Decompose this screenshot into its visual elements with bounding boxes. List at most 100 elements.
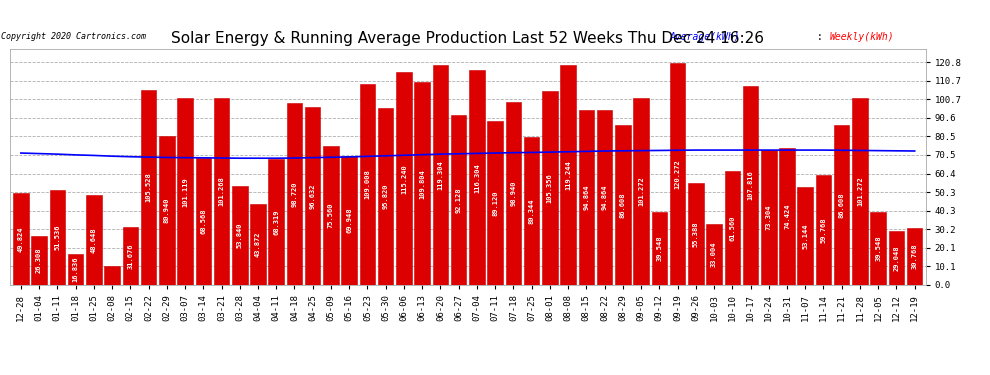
Bar xyxy=(725,171,741,285)
Bar xyxy=(396,72,412,285)
Bar xyxy=(68,254,83,285)
Bar xyxy=(779,148,795,285)
Bar xyxy=(742,86,758,285)
Bar xyxy=(597,110,613,285)
Text: 94.864: 94.864 xyxy=(602,185,608,210)
Text: 109.804: 109.804 xyxy=(419,169,425,198)
Text: Average(kWh): Average(kWh) xyxy=(669,32,740,42)
Bar xyxy=(450,115,466,285)
Text: 109.008: 109.008 xyxy=(364,170,370,199)
Bar xyxy=(177,98,193,285)
Text: 68.319: 68.319 xyxy=(273,209,279,235)
Text: :: : xyxy=(811,32,829,42)
Text: 98.720: 98.720 xyxy=(291,181,297,207)
Text: 107.816: 107.816 xyxy=(747,171,753,200)
Bar xyxy=(32,237,47,285)
Bar xyxy=(816,175,832,285)
Bar xyxy=(852,98,867,285)
Title: Solar Energy & Running Average Production Last 52 Weeks Thu Dec 24 16:26: Solar Energy & Running Average Productio… xyxy=(171,31,764,46)
Bar xyxy=(141,90,156,285)
Text: 61.560: 61.560 xyxy=(730,216,736,241)
Bar xyxy=(615,125,631,285)
Bar xyxy=(159,136,174,285)
Text: 119.244: 119.244 xyxy=(565,160,571,190)
Text: Copyright 2020 Cartronics.com: Copyright 2020 Cartronics.com xyxy=(1,32,146,41)
Text: 29.048: 29.048 xyxy=(893,246,900,271)
Bar xyxy=(86,195,102,285)
Text: 89.120: 89.120 xyxy=(492,190,498,216)
Bar xyxy=(706,224,722,285)
Text: 26.308: 26.308 xyxy=(36,248,43,273)
Bar xyxy=(524,137,540,285)
Bar xyxy=(195,159,211,285)
Bar xyxy=(378,108,393,285)
Bar xyxy=(433,65,448,285)
Bar xyxy=(232,186,248,285)
Text: 101.272: 101.272 xyxy=(857,177,863,206)
Bar xyxy=(834,125,849,285)
Bar xyxy=(287,103,302,285)
Bar xyxy=(104,266,120,285)
Text: 86.608: 86.608 xyxy=(620,192,626,218)
Bar xyxy=(323,146,339,285)
Text: 49.824: 49.824 xyxy=(18,226,24,252)
Text: 53.144: 53.144 xyxy=(802,223,808,249)
Text: 119.304: 119.304 xyxy=(438,160,444,190)
Text: 105.356: 105.356 xyxy=(546,173,552,202)
Text: 30.768: 30.768 xyxy=(912,244,918,269)
Text: 115.240: 115.240 xyxy=(401,164,407,194)
Text: 43.872: 43.872 xyxy=(255,232,261,257)
Bar xyxy=(634,98,648,285)
Bar xyxy=(123,226,138,285)
Bar xyxy=(506,102,521,285)
Text: 69.948: 69.948 xyxy=(346,208,352,233)
Bar xyxy=(688,183,704,285)
Bar xyxy=(560,65,576,285)
Text: 94.864: 94.864 xyxy=(583,185,589,210)
Text: Weekly(kWh): Weekly(kWh) xyxy=(830,32,894,42)
Bar xyxy=(578,110,594,285)
Text: 51.536: 51.536 xyxy=(54,225,60,250)
Text: 120.272: 120.272 xyxy=(674,159,680,189)
Text: 74.424: 74.424 xyxy=(784,204,790,229)
Text: 101.272: 101.272 xyxy=(639,177,644,206)
Text: 92.128: 92.128 xyxy=(455,187,461,213)
Bar xyxy=(798,187,813,285)
Text: 80.940: 80.940 xyxy=(163,198,169,223)
Text: 95.820: 95.820 xyxy=(383,184,389,209)
Bar xyxy=(359,84,375,285)
Bar xyxy=(469,70,485,285)
Text: 116.304: 116.304 xyxy=(474,163,480,192)
Bar xyxy=(870,212,886,285)
Bar xyxy=(50,190,65,285)
Text: 101.119: 101.119 xyxy=(182,177,188,207)
Bar xyxy=(214,98,230,285)
Bar xyxy=(651,212,667,285)
Text: 55.388: 55.388 xyxy=(693,221,699,247)
Text: 53.840: 53.840 xyxy=(237,223,243,248)
Text: 73.304: 73.304 xyxy=(766,205,772,230)
Bar xyxy=(889,231,904,285)
Text: 96.632: 96.632 xyxy=(310,183,316,209)
Bar xyxy=(268,159,284,285)
Bar xyxy=(487,120,503,285)
Bar xyxy=(543,90,557,285)
Bar xyxy=(13,193,29,285)
Text: 68.568: 68.568 xyxy=(200,209,206,234)
Text: 48.648: 48.648 xyxy=(91,227,97,253)
Text: 105.528: 105.528 xyxy=(146,173,151,202)
Bar xyxy=(761,150,776,285)
Text: 39.548: 39.548 xyxy=(656,236,662,261)
Text: 86.608: 86.608 xyxy=(839,192,844,218)
Bar xyxy=(670,63,685,285)
Text: 98.940: 98.940 xyxy=(511,181,517,207)
Bar xyxy=(907,228,923,285)
Text: 59.768: 59.768 xyxy=(821,217,827,243)
Text: 33.004: 33.004 xyxy=(711,242,717,267)
Text: 16.836: 16.836 xyxy=(72,257,78,282)
Text: 80.344: 80.344 xyxy=(529,198,535,223)
Text: 101.268: 101.268 xyxy=(219,177,225,206)
Bar xyxy=(415,82,430,285)
Text: 75.560: 75.560 xyxy=(328,202,334,228)
Text: 39.548: 39.548 xyxy=(875,236,881,261)
